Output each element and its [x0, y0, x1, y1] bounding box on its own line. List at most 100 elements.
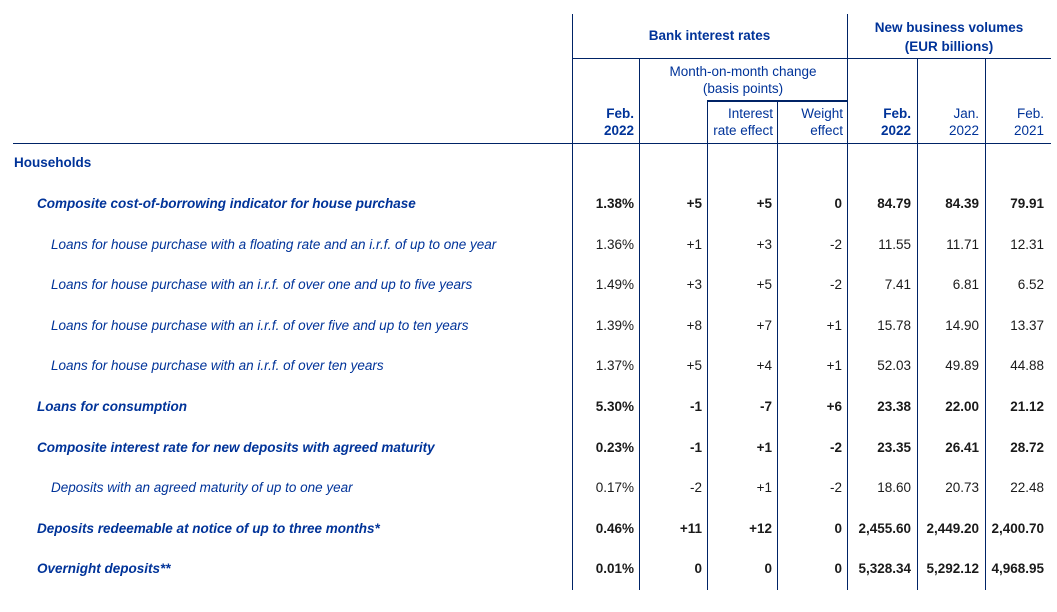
col-we-line2: effect: [810, 123, 843, 138]
cell-interest-effect: +5: [756, 277, 772, 292]
table-row: Loans for house purchase with an i.r.f. …: [0, 356, 1057, 376]
table-row: Loans for house purchase with an i.r.f. …: [0, 275, 1057, 295]
row-label: Deposits redeemable at notice of up to t…: [37, 521, 380, 536]
row-label: Loans for house purchase with an i.r.f. …: [51, 277, 473, 292]
cell-vol-feb2021: 44.88: [1010, 358, 1044, 373]
table-row: Composite interest rate for new deposits…: [0, 438, 1057, 458]
cell-interest-effect: +7: [756, 318, 772, 333]
cell-vol-feb2022: 52.03: [877, 358, 911, 373]
col-v2-line1: Jan.: [953, 106, 979, 121]
divider-feb-jan: [916, 59, 918, 590]
cell-vol-feb2022: 23.38: [877, 399, 911, 414]
col-v3-line1: Feb.: [1016, 106, 1044, 121]
row-label: Overnight deposits**: [37, 561, 171, 576]
cell-interest-effect: +12: [749, 521, 772, 536]
cell-rate: 0.17%: [595, 480, 634, 495]
cell-mom-total: +11: [679, 521, 702, 536]
cell-vol-feb2021: 6.52: [1017, 277, 1044, 292]
cell-mom-total: +5: [686, 196, 702, 211]
table-row: Loans for house purchase with an i.r.f. …: [0, 316, 1057, 336]
col-header-vol-feb-2021: Feb. 2021: [987, 105, 1044, 139]
cell-weight-effect: +1: [826, 318, 842, 333]
cell-vol-jan2022: 84.39: [945, 196, 979, 211]
row-label: Composite interest rate for new deposits…: [37, 440, 435, 455]
table-row: Composite cost-of-borrowing indicator fo…: [0, 194, 1057, 214]
new-business-volumes-line1: New business volumes: [874, 20, 1024, 35]
divider-rate-mom: [638, 59, 640, 590]
cell-vol-feb2022: 7.41: [884, 277, 911, 292]
cell-rate: 1.49%: [595, 277, 634, 292]
cell-vol-feb2022: 18.60: [877, 480, 911, 495]
cell-rate: 0.46%: [595, 521, 634, 536]
cell-vol-jan2022: 5,292.12: [926, 561, 979, 576]
divider-interest-weight: [776, 101, 778, 590]
col-we-line1: Weight: [801, 106, 843, 121]
new-business-volumes-line2: (EUR billions): [904, 39, 994, 54]
cell-vol-jan2022: 6.81: [952, 277, 979, 292]
cell-rate: 5.30%: [595, 399, 634, 414]
cell-weight-effect: -2: [829, 237, 842, 252]
cell-vol-jan2022: 20.73: [945, 480, 979, 495]
cell-mom-total: +3: [686, 277, 702, 292]
cell-rate: 1.38%: [595, 196, 634, 211]
cell-vol-jan2022: 11.71: [946, 237, 979, 252]
cell-mom-total: -1: [689, 399, 702, 414]
divider-mom-interest: [706, 101, 708, 590]
cell-interest-effect: +4: [756, 358, 772, 373]
cell-vol-feb2021: 2,400.70: [991, 521, 1044, 536]
section-title: Households: [14, 155, 92, 170]
row-label: Composite cost-of-borrowing indicator fo…: [37, 196, 416, 211]
cell-weight-effect: 0: [834, 521, 842, 536]
divider-rates-volumes: [846, 14, 848, 590]
cell-vol-jan2022: 49.89: [945, 358, 979, 373]
table-row: Deposits redeemable at notice of up to t…: [0, 519, 1057, 539]
cell-vol-jan2022: 14.90: [945, 318, 979, 333]
group-header-new-business-volumes: New business volumes (EUR billions): [847, 18, 1051, 56]
row-label: Loans for consumption: [37, 399, 187, 414]
subheader-mom-change: Month-on-month change (basis points): [639, 64, 847, 97]
row-label: Loans for house purchase with an i.r.f. …: [51, 318, 469, 333]
divider-rates-left: [571, 14, 573, 590]
cell-interest-effect: +1: [756, 480, 772, 495]
col-v2-line2: 2022: [948, 123, 979, 138]
cell-vol-jan2022: 22.00: [945, 399, 979, 414]
mom-change-line2: (basis points): [702, 80, 784, 96]
cell-mom-total: +5: [686, 358, 702, 373]
col-rate-line1: Feb.: [606, 106, 634, 121]
cell-vol-feb2021: 4,968.95: [991, 561, 1044, 576]
cell-vol-feb2021: 13.37: [1010, 318, 1044, 333]
table-row: Deposits with an agreed maturity of up t…: [0, 478, 1057, 498]
row-label: Loans for house purchase with a floating…: [51, 237, 497, 252]
cell-rate: 1.36%: [595, 237, 634, 252]
cell-vol-feb2021: 28.72: [1010, 440, 1044, 455]
rule-under-group-headers: [572, 57, 1051, 59]
cell-rate: 0.23%: [595, 440, 634, 455]
divider-jan-feb21: [984, 59, 986, 590]
col-ire-line1: Interest: [727, 106, 773, 121]
cell-vol-feb2021: 12.31: [1010, 237, 1044, 252]
cell-weight-effect: 0: [834, 196, 842, 211]
col-header-weight-effect: Weight effect: [779, 105, 843, 139]
cell-vol-feb2022: 15.78: [877, 318, 911, 333]
col-header-rate-feb-2022: Feb. 2022: [573, 105, 634, 139]
cell-weight-effect: +6: [826, 399, 842, 414]
cell-vol-feb2021: 79.91: [1010, 196, 1044, 211]
table-row: Overnight deposits** 0.01% 0 0 0 5,328.3…: [0, 559, 1057, 579]
cell-vol-feb2022: 23.35: [877, 440, 911, 455]
cell-rate: 1.39%: [595, 318, 634, 333]
cell-vol-feb2022: 2,455.60: [858, 521, 911, 536]
cell-interest-effect: +5: [756, 196, 772, 211]
col-ire-line2: rate effect: [713, 123, 773, 138]
rule-above-effect-headers: [707, 100, 847, 102]
col-header-interest-rate-effect: Interest rate effect: [709, 105, 773, 139]
cell-vol-jan2022: 26.41: [945, 440, 979, 455]
group-header-bank-interest-rates: Bank interest rates: [648, 28, 771, 43]
cell-vol-feb2021: 22.48: [1010, 480, 1044, 495]
col-v1-line1: Feb.: [883, 106, 911, 121]
col-header-vol-feb-2022: Feb. 2022: [849, 105, 911, 139]
cell-vol-jan2022: 2,449.20: [926, 521, 979, 536]
cell-weight-effect: -2: [829, 480, 842, 495]
cell-interest-effect: 0: [764, 561, 772, 576]
row-label: Loans for house purchase with an i.r.f. …: [51, 358, 384, 373]
cell-mom-total: 0: [694, 561, 702, 576]
